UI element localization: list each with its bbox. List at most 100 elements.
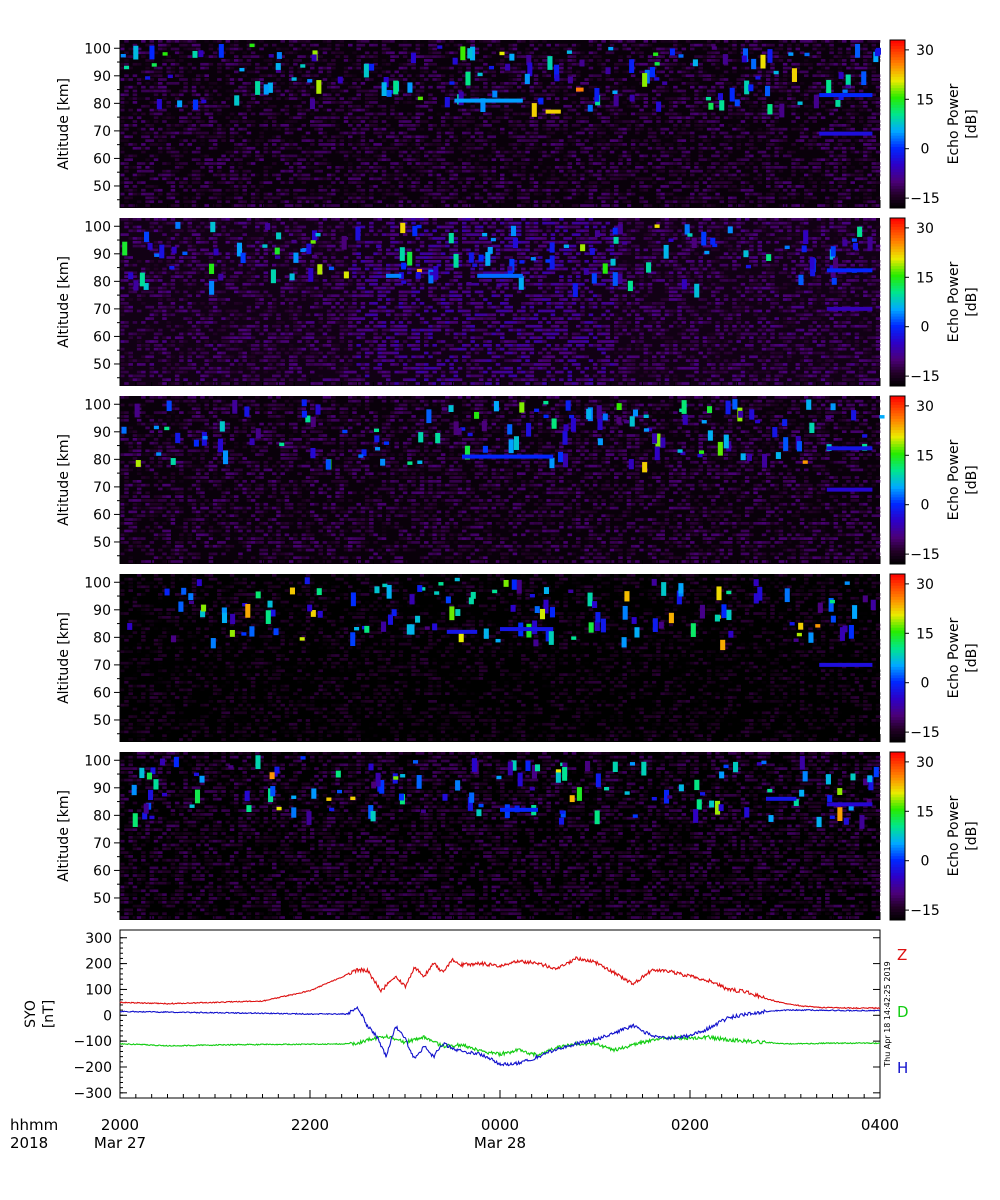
heatmap-cell: [154, 116, 159, 119]
heatmap-cell: [644, 170, 649, 173]
echo-spot: [478, 73, 483, 76]
heatmap-cell: [179, 74, 184, 77]
echo-spot: [606, 67, 611, 74]
heatmap-cell: [589, 135, 594, 138]
heatmap-cell: [382, 189, 387, 192]
heatmap-cell: [631, 193, 636, 196]
heatmap-cell: [745, 101, 750, 104]
heatmap-cell: [272, 74, 277, 77]
heatmap-cell: [610, 51, 615, 54]
heatmap-cell: [821, 67, 826, 70]
heatmap-cell: [272, 113, 277, 116]
heatmap-cell: [352, 74, 357, 77]
heatmap-cell: [606, 193, 611, 196]
heatmap-cell: [834, 78, 839, 81]
heatmap-cell: [171, 229, 176, 232]
heatmap-cell: [403, 67, 408, 70]
heatmap-cell: [859, 40, 864, 43]
heatmap-cell: [720, 124, 725, 127]
heatmap-cell: [736, 82, 741, 85]
heatmap-cell: [318, 116, 323, 119]
heatmap-cell: [365, 101, 370, 104]
heatmap-cell: [601, 189, 606, 192]
heatmap-cell: [846, 109, 851, 112]
heatmap-cell: [682, 48, 687, 51]
heatmap-cell: [779, 78, 784, 81]
heatmap-cell: [513, 174, 518, 177]
heatmap-cell: [521, 113, 526, 116]
heatmap-cell: [800, 82, 805, 85]
heatmap-cell: [137, 166, 142, 169]
heatmap-cell: [411, 143, 416, 146]
heatmap-cell: [791, 63, 796, 66]
heatmap-cell: [133, 147, 138, 150]
heatmap-cell: [703, 78, 708, 81]
heatmap-cell: [576, 51, 581, 54]
heatmap-cell: [698, 55, 703, 58]
heatmap-cell: [293, 226, 298, 229]
heatmap-cell: [268, 151, 273, 154]
heatmap-cell: [297, 162, 302, 165]
heatmap-cell: [179, 93, 184, 96]
heatmap-cell: [428, 101, 433, 104]
heatmap-cell: [141, 174, 146, 177]
heatmap-cell: [631, 174, 636, 177]
heatmap-cell: [268, 63, 273, 66]
heatmap-cell: [306, 197, 311, 200]
heatmap-cell: [762, 197, 767, 200]
heatmap-cell: [682, 132, 687, 135]
heatmap-cell: [382, 166, 387, 169]
heatmap-cell: [559, 59, 564, 62]
heatmap-cell: [580, 97, 585, 100]
heatmap-cell: [454, 177, 459, 180]
heatmap-cell: [424, 105, 429, 108]
heatmap-cell: [348, 197, 353, 200]
heatmap-cell: [639, 93, 644, 96]
heatmap-cell: [234, 40, 239, 43]
heatmap-cell: [158, 40, 163, 43]
heatmap-cell: [318, 48, 323, 51]
heatmap-cell: [817, 135, 822, 138]
heatmap-cell: [568, 166, 573, 169]
heatmap-cell: [361, 162, 366, 165]
heatmap-cell: [707, 166, 712, 169]
echo-spot: [718, 93, 723, 100]
heatmap-cell: [293, 229, 298, 232]
heatmap-cell: [259, 67, 264, 70]
heatmap-cell: [213, 132, 218, 135]
heatmap-cell: [340, 101, 345, 104]
heatmap-cell: [213, 193, 218, 196]
heatmap-cell: [694, 55, 699, 58]
heatmap-cell: [196, 44, 201, 47]
heatmap-cell: [774, 74, 779, 77]
heatmap-cell: [297, 59, 302, 62]
heatmap-cell: [838, 158, 843, 161]
heatmap-cell: [648, 55, 653, 58]
heatmap-cell: [327, 197, 332, 200]
heatmap-cell: [141, 113, 146, 116]
heatmap-cell: [242, 177, 247, 180]
heatmap-cell: [158, 78, 163, 81]
heatmap-cell: [420, 71, 425, 74]
heatmap-cell: [285, 90, 290, 93]
heatmap-cell: [800, 177, 805, 180]
heatmap-cell: [534, 63, 539, 66]
heatmap-cell: [589, 170, 594, 173]
heatmap-cell: [758, 71, 763, 74]
heatmap-cell: [373, 200, 378, 203]
heatmap-cell: [128, 222, 133, 225]
heatmap-cell: [449, 162, 454, 165]
heatmap-cell: [563, 86, 568, 89]
heatmap-cell: [416, 158, 421, 161]
heatmap-cell: [145, 158, 150, 161]
heatmap-cell: [445, 229, 450, 232]
heatmap-cell: [234, 59, 239, 62]
heatmap-cell: [758, 113, 763, 116]
heatmap-cell: [711, 78, 716, 81]
heatmap-cell: [175, 82, 180, 85]
heatmap-cell: [576, 158, 581, 161]
heatmap-cell: [209, 63, 214, 66]
echo-spot: [767, 104, 772, 114]
heatmap-cell: [441, 147, 446, 150]
heatmap-cell: [698, 128, 703, 131]
